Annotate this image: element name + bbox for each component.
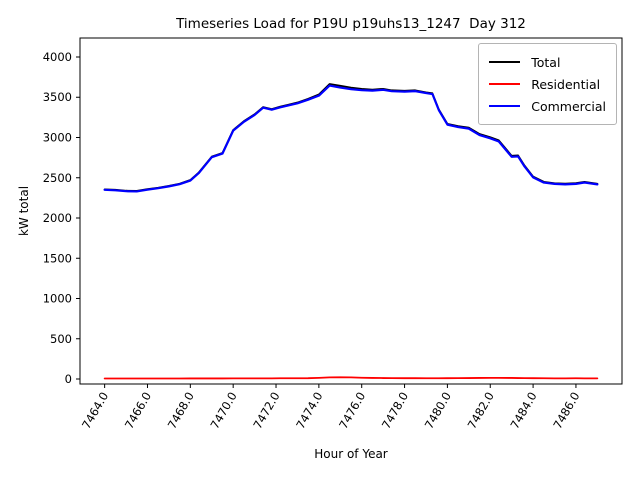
- y-tick-label: 0: [65, 372, 72, 386]
- series-line-commercial: [103, 84, 599, 193]
- x-tick-label: 7472.0: [250, 390, 282, 432]
- x-tick-label: 7482.0: [465, 390, 497, 432]
- axes-spines: [79, 37, 623, 385]
- y-tick-label: 1000: [43, 292, 72, 306]
- legend-label-total: Total: [531, 54, 561, 70]
- legend-line-total: [489, 61, 521, 63]
- series-line-residential: [103, 376, 599, 380]
- x-tick-label: 7474.0: [293, 390, 325, 432]
- y-tick-label: 4000: [43, 50, 72, 64]
- x-tick-label: 7464.0: [79, 390, 111, 432]
- legend: Total Residential Commercial: [478, 43, 617, 125]
- legend-label-residential: Residential: [531, 76, 601, 92]
- y-tick-label: 500: [50, 332, 72, 346]
- legend-entry-commercial: Commercial: [489, 95, 606, 117]
- y-tick-label: 3500: [43, 90, 72, 104]
- legend-entry-residential: Residential: [489, 73, 606, 95]
- x-tick-label: 7476.0: [336, 390, 368, 432]
- y-tick-label: 2500: [43, 171, 72, 185]
- legend-line-residential: [489, 83, 521, 85]
- x-tick-label: 7468.0: [165, 390, 197, 432]
- y-tick-label: 2000: [43, 211, 72, 225]
- x-tick-label: 7484.0: [507, 390, 539, 432]
- x-tick-label: 7478.0: [379, 390, 411, 432]
- x-tick-label: 7466.0: [122, 390, 154, 432]
- x-tick-label: 7480.0: [422, 390, 454, 432]
- legend-entry-total: Total: [489, 51, 606, 73]
- y-tick-label: 1500: [43, 251, 72, 265]
- x-tick-label: 7470.0: [208, 390, 240, 432]
- y-tick-label: 3000: [43, 131, 72, 145]
- x-axis-label: Hour of Year: [314, 447, 388, 461]
- x-tick-label: 7486.0: [550, 390, 582, 432]
- chart-title: Timeseries Load for P19U p19uhs13_1247 D…: [176, 16, 526, 32]
- legend-label-commercial: Commercial: [531, 98, 606, 114]
- legend-line-commercial: [489, 105, 521, 107]
